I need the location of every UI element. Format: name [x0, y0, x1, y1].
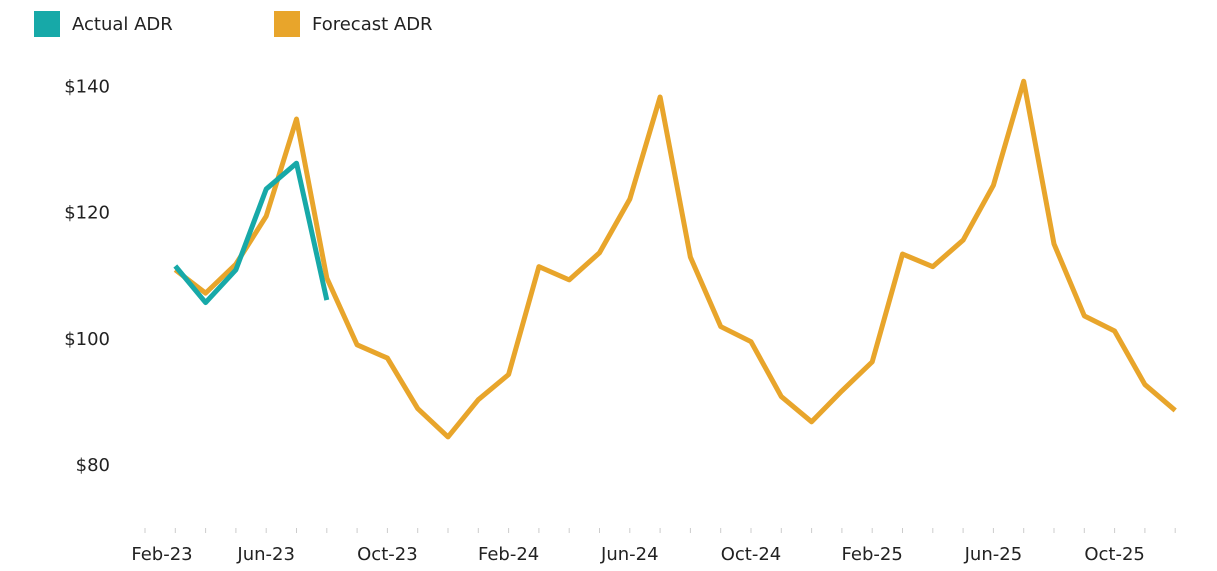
x-tick-label: Oct-25	[1084, 544, 1145, 565]
series-line	[173, 78, 1177, 440]
legend-swatch	[34, 11, 60, 37]
legend-label: Forecast ADR	[312, 14, 433, 35]
y-tick-label: $140	[64, 77, 110, 98]
y-tick-label: $100	[64, 329, 110, 350]
legend-label: Actual ADR	[72, 14, 173, 35]
y-tick-label: $120	[64, 203, 110, 224]
x-tick-label: Feb-23	[131, 544, 192, 565]
x-tick-label: Jun-24	[600, 544, 659, 565]
x-tick-label: Jun-25	[964, 544, 1023, 565]
x-tick-label: Oct-24	[721, 544, 782, 565]
legend-swatch	[274, 11, 300, 37]
x-tick-label: Oct-23	[357, 544, 418, 565]
x-tick-label: Jun-23	[236, 544, 295, 565]
x-tick-label: Feb-24	[478, 544, 539, 565]
x-tick-label: Feb-25	[842, 544, 903, 565]
y-tick-label: $80	[76, 455, 110, 476]
series-line	[173, 160, 330, 306]
